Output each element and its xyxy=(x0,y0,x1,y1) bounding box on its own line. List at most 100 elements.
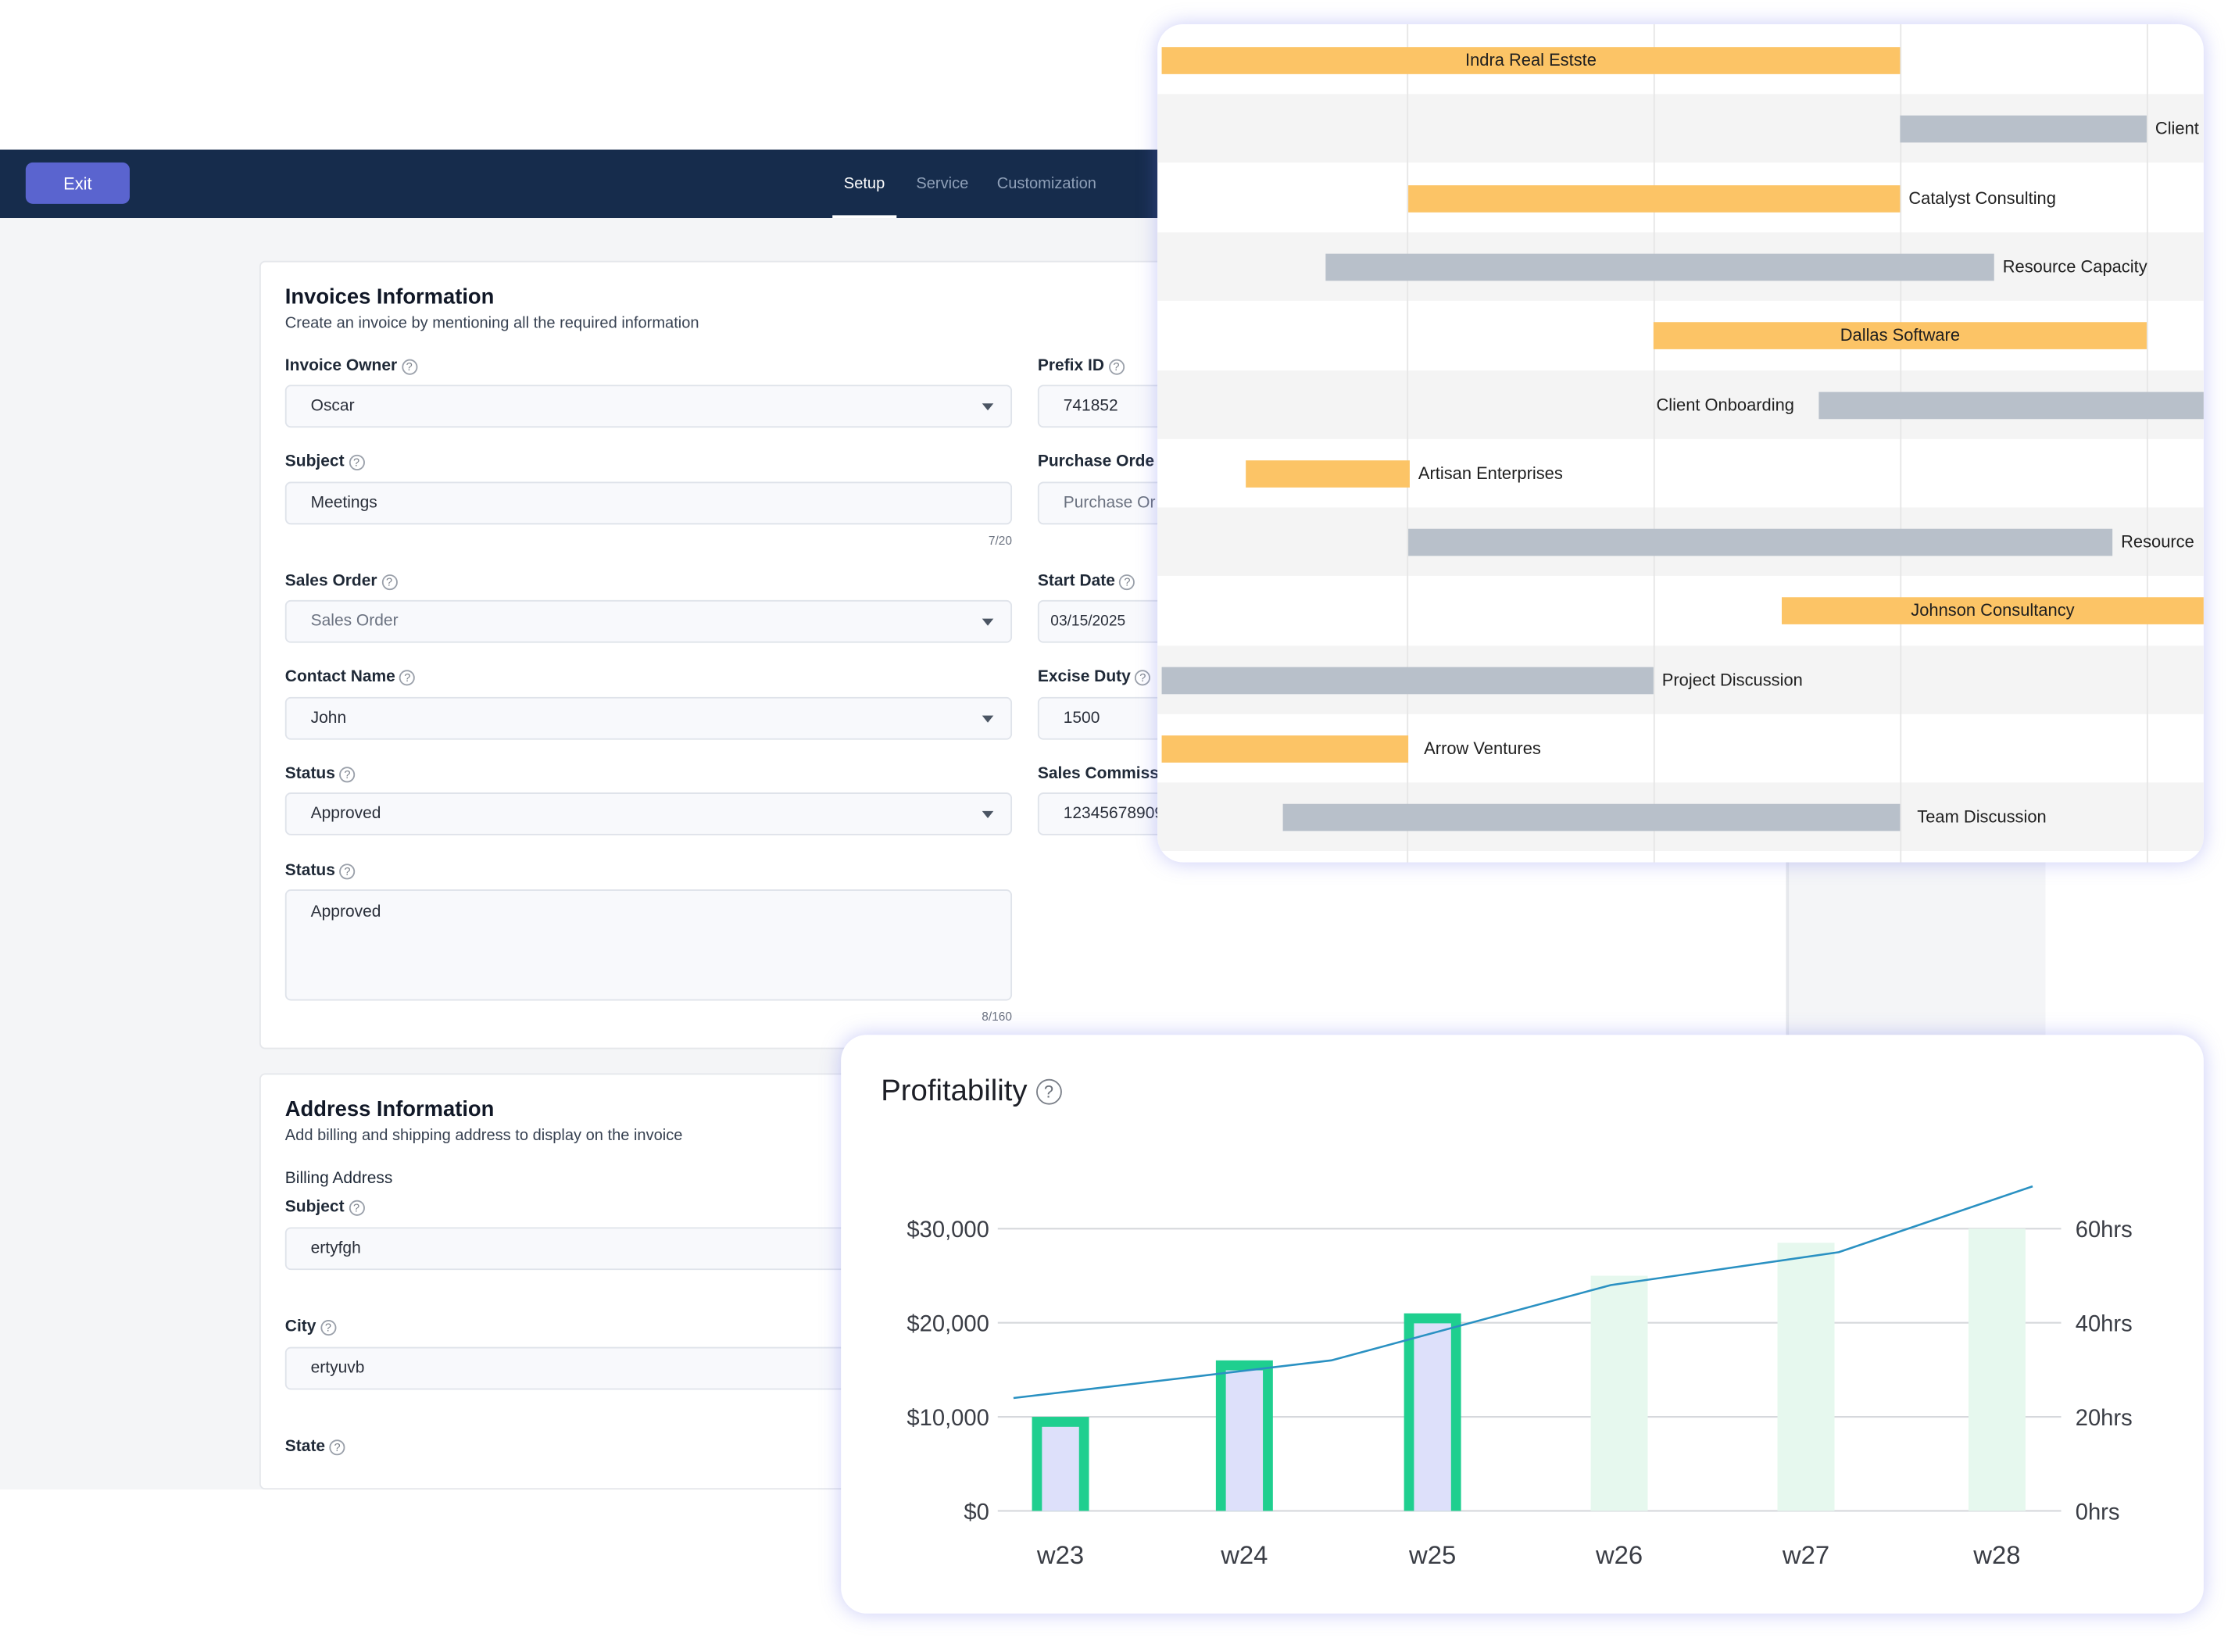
y-right-tick-label: 60hrs xyxy=(2076,1218,2133,1243)
help-icon[interactable]: ? xyxy=(1119,574,1135,590)
chart-bar-inner xyxy=(1225,1370,1264,1511)
gantt-bar[interactable] xyxy=(1408,184,1901,213)
sales-commission-label: Sales Commiss xyxy=(1037,765,1159,783)
gantt-card: Indra Real Estste Client Catalyst Consulti… xyxy=(1157,24,2204,863)
invoice-owner-select[interactable]: Oscar xyxy=(284,384,1013,428)
help-icon[interactable]: ? xyxy=(339,766,356,782)
gantt-bar-label: Johnson Consultancy xyxy=(1911,600,2075,621)
help-icon[interactable]: ? xyxy=(320,1319,336,1336)
chart-bar-inner xyxy=(1414,1323,1451,1511)
y-left-tick-label: $10,000 xyxy=(907,1406,989,1431)
help-icon[interactable]: ? xyxy=(1135,669,1151,685)
y-left-tick-label: $30,000 xyxy=(907,1218,989,1243)
invoices-subtitle: Create an invoice by mentioning all the … xyxy=(284,315,699,332)
chart-bar xyxy=(1590,1275,1648,1511)
gantt-bar[interactable] xyxy=(1282,804,1901,831)
gantt-bar[interactable] xyxy=(1161,735,1409,763)
help-icon[interactable]: ? xyxy=(401,358,417,374)
profitability-card: Profitability? $0 $10,000 $20,000 $30,000 0h… xyxy=(841,1035,2204,1614)
x-tick-label: w28 xyxy=(1972,1540,2020,1569)
gantt-bar[interactable] xyxy=(1161,667,1654,694)
gantt-bar-label: Team Discussion xyxy=(1917,806,2047,828)
help-icon[interactable]: ? xyxy=(349,453,365,470)
status-label: Status? xyxy=(285,765,356,782)
status-note-label: Status? xyxy=(285,863,356,879)
y-left-tick-label: $0 xyxy=(964,1500,989,1525)
gantt-bar-label: Project Discussion xyxy=(1661,669,1803,690)
help-icon[interactable]: ? xyxy=(329,1439,345,1455)
exit-button[interactable]: Exit xyxy=(25,162,130,204)
gantt-bar[interactable] xyxy=(1782,597,2204,625)
y-right-tick-label: 20hrs xyxy=(2076,1406,2133,1431)
gantt-bar[interactable] xyxy=(1246,459,1410,488)
state-label: State? xyxy=(285,1438,345,1455)
chart-bar xyxy=(1968,1228,2026,1511)
x-tick-label: w27 xyxy=(1782,1540,1829,1569)
billing-subject-label: Subject? xyxy=(285,1199,365,1216)
gantt-gridline xyxy=(1407,24,1409,863)
tab-setup[interactable]: Setup xyxy=(832,150,896,219)
y-right-tick-label: 0hrs xyxy=(2076,1500,2120,1525)
gantt-bar-label: Artisan Enterprises xyxy=(1418,463,1563,483)
chevron-down-icon xyxy=(982,403,994,411)
gantt-gridline xyxy=(1653,24,1655,863)
gantt-gridline xyxy=(1900,24,1902,863)
excise-duty-label: Excise Duty? xyxy=(1038,668,1151,685)
chart-bar-inner xyxy=(1042,1426,1079,1511)
gantt-bar[interactable] xyxy=(1408,528,2113,556)
status-select[interactable]: Approved xyxy=(284,792,1013,835)
subject-counter: 7/20 xyxy=(988,533,1013,548)
gantt-bar-label: Client Onboarding xyxy=(1656,394,1794,414)
chart-bar xyxy=(1777,1243,1835,1511)
gantt-bar[interactable] xyxy=(1900,116,2147,143)
tab-service[interactable]: Service xyxy=(916,175,969,193)
subject-input[interactable]: Meetings xyxy=(284,481,1013,525)
help-icon[interactable]: ? xyxy=(399,669,416,685)
gantt-bar-label: Resource Capacity xyxy=(2002,256,2147,277)
top-navigation-bar: Exit Setup Service Customization xyxy=(0,149,1169,219)
subject-label: Subject? xyxy=(285,453,365,470)
y-left-tick-label: $20,000 xyxy=(907,1312,989,1337)
status-counter: 8/160 xyxy=(982,1009,1013,1024)
sales-order-select[interactable]: Sales Order xyxy=(284,599,1013,643)
gantt-bar-label: Resource xyxy=(2121,531,2194,552)
chevron-down-icon xyxy=(982,810,994,818)
gantt-bar-label: Arrow Ventures xyxy=(1424,738,1541,759)
profitability-chart: $0 $10,000 $20,000 $30,000 0hrs 20hrs 40hrs 60h… xyxy=(907,1185,2133,1569)
gantt-bar[interactable] xyxy=(1653,322,2147,350)
prefix-id-label: Prefix ID? xyxy=(1038,358,1125,375)
gantt-bar[interactable] xyxy=(1325,253,1994,281)
x-tick-label: w25 xyxy=(1408,1540,1456,1569)
help-icon[interactable]: ? xyxy=(381,574,398,590)
tab-customization[interactable]: Customization xyxy=(996,175,1096,193)
help-icon[interactable]: ? xyxy=(1108,358,1125,374)
help-icon[interactable]: ? xyxy=(1035,1078,1062,1105)
x-tick-label: w26 xyxy=(1595,1540,1643,1569)
y-right-tick-label: 40hrs xyxy=(2076,1312,2133,1337)
address-subtitle: Add billing and shipping address to disp… xyxy=(284,1127,683,1145)
billing-address-label: Billing Address xyxy=(284,1170,393,1188)
profitability-title: Profitability? xyxy=(881,1075,1062,1109)
x-tick-label: w23 xyxy=(1036,1540,1084,1569)
start-date-label: Start Date? xyxy=(1038,573,1135,590)
chevron-down-icon xyxy=(982,715,994,723)
gantt-bar[interactable] xyxy=(1161,47,1901,74)
city-label: City? xyxy=(285,1318,336,1336)
purchase-order-label: Purchase Orde xyxy=(1037,453,1155,470)
gantt-bar-label: Dallas Software xyxy=(1840,325,1961,345)
address-title: Address Information xyxy=(284,1097,495,1122)
gantt-bar-label: Indra Real Estste xyxy=(1465,49,1597,70)
contact-name-label: Contact Name? xyxy=(285,668,416,685)
chevron-down-icon xyxy=(982,618,994,626)
gantt-gridline xyxy=(2146,24,2148,863)
help-icon[interactable]: ? xyxy=(339,863,356,879)
contact-name-select[interactable]: John xyxy=(284,696,1013,740)
help-icon[interactable]: ? xyxy=(349,1199,365,1215)
gantt-bar[interactable] xyxy=(1818,391,2204,419)
gantt-bar-label: Client xyxy=(2155,118,2199,139)
chart-line-series xyxy=(1013,1185,2033,1400)
gantt-bar-label: Catalyst Consulting xyxy=(1908,188,2056,208)
status-textarea[interactable]: Approved xyxy=(284,889,1013,1001)
tab-bar: Setup Service Customization xyxy=(832,150,1114,219)
